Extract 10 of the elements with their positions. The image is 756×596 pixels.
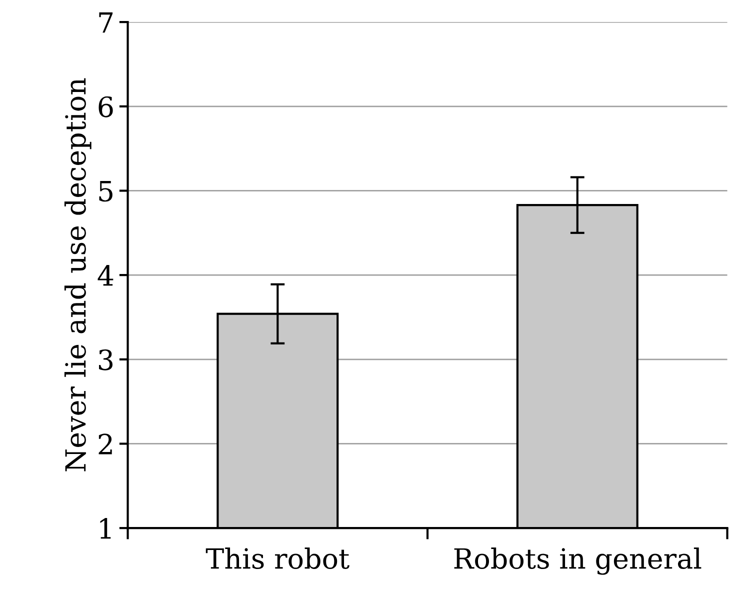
y-tick-label: 5: [99, 181, 112, 202]
x-tick-label: This robot: [206, 548, 350, 569]
y-tick-label: 4: [98, 264, 114, 286]
x-tick-label: Robots in general: [454, 548, 702, 575]
y-axis-title: Never lie and use deception: [64, 78, 92, 472]
y-tick-label: 7: [99, 12, 113, 33]
y-tick-label: 2: [98, 434, 112, 454]
y-tick-label: 3: [99, 349, 113, 370]
y-tick-label: 1: [100, 518, 111, 539]
y-tick-label: 6: [98, 96, 113, 118]
